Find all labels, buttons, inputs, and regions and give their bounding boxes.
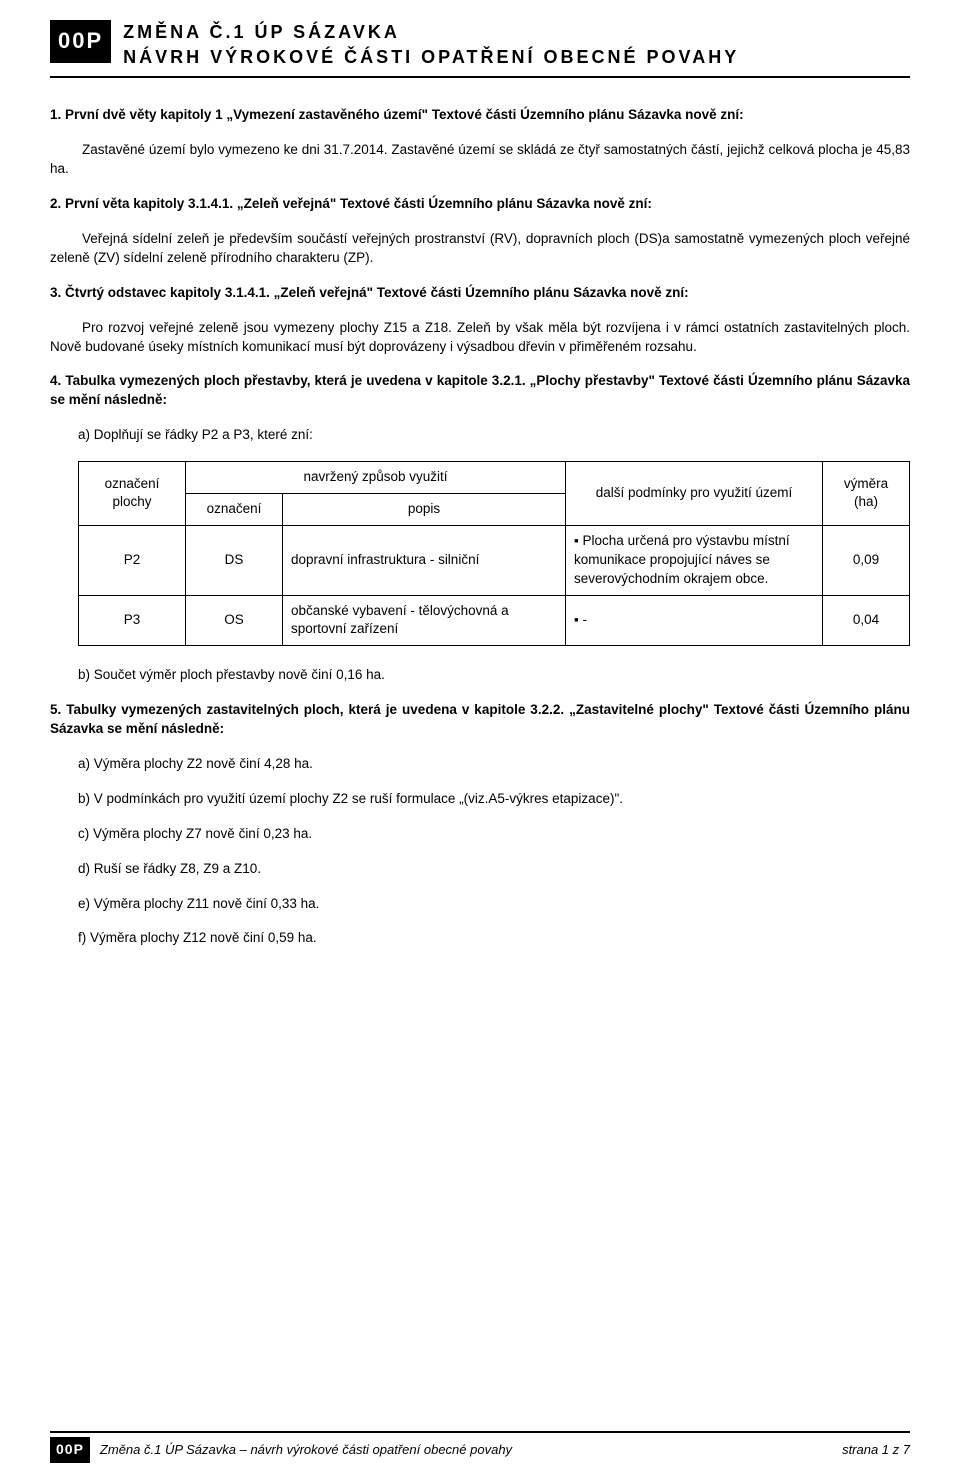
cell-podminky: ▪ - [566, 595, 823, 646]
th-oznaceni: označení [186, 493, 283, 525]
section-1-lead: 1. První dvě věty kapitoly 1 „Vymezení z… [50, 106, 910, 125]
footer-badge: 00P [50, 1437, 90, 1463]
section-2-lead: 2. První věta kapitoly 3.1.4.1. „Zeleň v… [50, 195, 910, 214]
cell-plochy: P2 [79, 525, 186, 595]
cell-popis: dopravní infrastruktura - silniční [283, 525, 566, 595]
doc-header: 00P ZMĚNA Č.1 ÚP SÁZAVKA NÁVRH VÝROKOVÉ … [50, 20, 910, 70]
th-navrzeny-zpusob: navržený způsob využití [186, 462, 566, 494]
section-4-item-a: a) Doplňují se řádky P2 a P3, které zní: [78, 426, 910, 445]
footer-text: Změna č.1 ÚP Sázavka – návrh výrokové čá… [100, 1441, 512, 1459]
footer-page-number: strana 1 z 7 [842, 1441, 910, 1459]
prestavba-table: označení plochy navržený způsob využití … [78, 461, 910, 646]
th-podminky: další podmínky pro využití území [566, 462, 823, 526]
section-1-lead-text: 1. První dvě věty kapitoly 1 „Vymezení z… [50, 107, 744, 122]
table-row: P2 DS dopravní infrastruktura - silniční… [79, 525, 910, 595]
header-title-1: ZMĚNA Č.1 ÚP SÁZAVKA [123, 20, 739, 45]
cell-oznaceni: DS [186, 525, 283, 595]
section-1-body: Zastavěné území bylo vymezeno ke dni 31.… [50, 141, 910, 179]
cell-vymera: 0,04 [823, 595, 910, 646]
section-3-lead: 3. Čtvrtý odstavec kapitoly 3.1.4.1. „Ze… [50, 284, 910, 303]
section-4-item-b: b) Součet výměr ploch přestavby nově čin… [78, 666, 910, 685]
section-4-lead: 4. Tabulka vymezených ploch přestavby, k… [50, 372, 910, 410]
section-5-lead-text: 5. Tabulky vymezených zastavitelných plo… [50, 702, 910, 736]
section-5-item-b: b) V podmínkách pro využití území plochy… [78, 790, 910, 809]
section-2-body: Veřejná sídelní zeleň je především součá… [50, 230, 910, 268]
section-5-item-a: a) Výměra plochy Z2 nově činí 4,28 ha. [78, 755, 910, 774]
section-5-item-d: d) Ruší se řádky Z8, Z9 a Z10. [78, 860, 910, 879]
footer-rule [50, 1431, 910, 1433]
cell-vymera: 0,09 [823, 525, 910, 595]
section-2-lead-text: 2. První věta kapitoly 3.1.4.1. „Zeleň v… [50, 196, 652, 211]
section-3-lead-text: 3. Čtvrtý odstavec kapitoly 3.1.4.1. „Ze… [50, 285, 689, 300]
section-5-item-f: f) Výměra plochy Z12 nově činí 0,59 ha. [78, 929, 910, 948]
section-4-lead-text: 4. Tabulka vymezených ploch přestavby, k… [50, 373, 910, 407]
cell-podminky: ▪ Plocha určená pro výstavbu místní komu… [566, 525, 823, 595]
th-popis: popis [283, 493, 566, 525]
th-vymera: výměra (ha) [823, 462, 910, 526]
section-5-item-e: e) Výměra plochy Z11 nově činí 0,33 ha. [78, 895, 910, 914]
cell-plochy: P3 [79, 595, 186, 646]
header-rule [50, 76, 910, 78]
th-oznaceni-plochy: označení plochy [79, 462, 186, 526]
section-5-lead: 5. Tabulky vymezených zastavitelných plo… [50, 701, 910, 739]
cell-popis: občanské vybavení - tělovýchovná a sport… [283, 595, 566, 646]
table-row: P3 OS občanské vybavení - tělovýchovná a… [79, 595, 910, 646]
page-footer: 00P Změna č.1 ÚP Sázavka – návrh výrokov… [50, 1431, 910, 1463]
section-3-body: Pro rozvoj veřejné zeleně jsou vymezeny … [50, 319, 910, 357]
cell-oznaceni: OS [186, 595, 283, 646]
header-badge: 00P [50, 20, 111, 63]
header-title-2: NÁVRH VÝROKOVÉ ČÁSTI OPATŘENÍ OBECNÉ POV… [123, 45, 739, 70]
section-5-item-c: c) Výměra plochy Z7 nově činí 0,23 ha. [78, 825, 910, 844]
